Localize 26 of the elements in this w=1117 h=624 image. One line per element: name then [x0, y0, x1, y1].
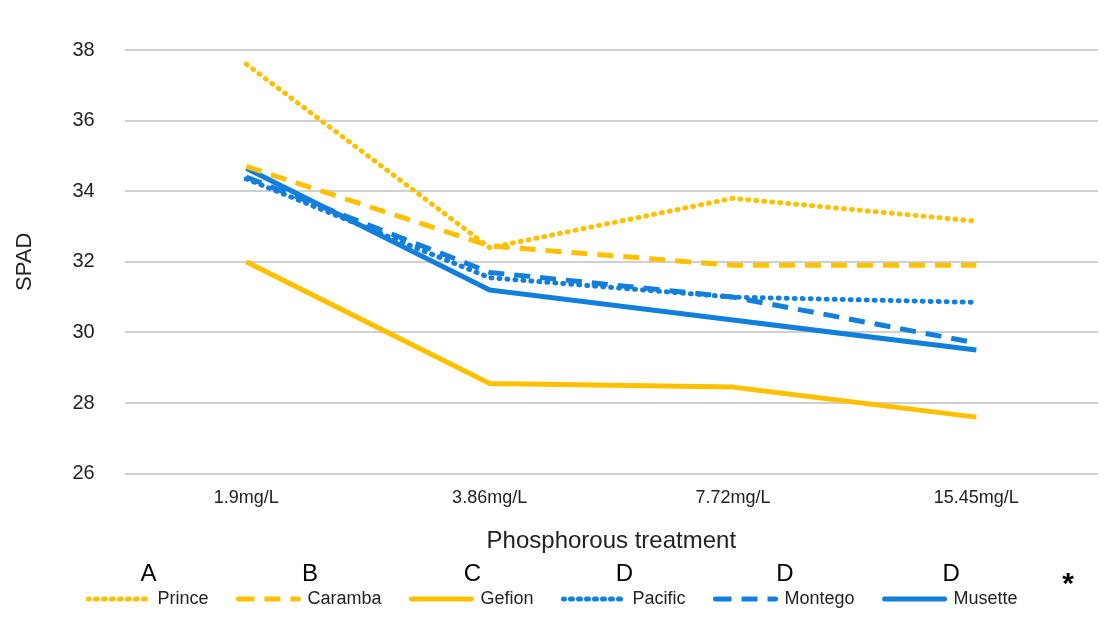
y-tick-label: 26: [72, 461, 95, 484]
x-tick-label: 7.72mg/L: [695, 487, 771, 508]
text: D: [942, 558, 960, 586]
legend-label: Montego: [784, 587, 855, 608]
legend-label: Musette: [953, 587, 1018, 608]
x-tick-label: 15.45mg/L: [933, 487, 1019, 508]
legend-label: Caramba: [307, 587, 383, 608]
y-tick-label: 34: [72, 178, 95, 201]
x-tick-label: 3.86mg/L: [452, 487, 528, 508]
text: D: [615, 558, 634, 586]
legend-label: Pacific: [632, 587, 686, 608]
y-axis-title: SPAD: [11, 232, 37, 291]
y-tick-label: 36: [72, 108, 95, 131]
text: *: [1062, 566, 1075, 600]
x-axis-title: Phosphorous treatment: [486, 526, 737, 554]
legend-label: Gefion: [480, 587, 534, 608]
text: C: [463, 558, 482, 586]
y-tick-label: 28: [72, 390, 95, 413]
legend-label: Prince: [157, 587, 209, 608]
text: D: [776, 558, 794, 586]
y-tick-label: 30: [72, 319, 95, 342]
x-tick-label: 1.9mg/L: [213, 487, 279, 508]
y-tick-label: 32: [72, 249, 95, 272]
text: B: [301, 558, 318, 586]
y-tick-label: 38: [72, 37, 95, 60]
text: A: [140, 558, 157, 586]
